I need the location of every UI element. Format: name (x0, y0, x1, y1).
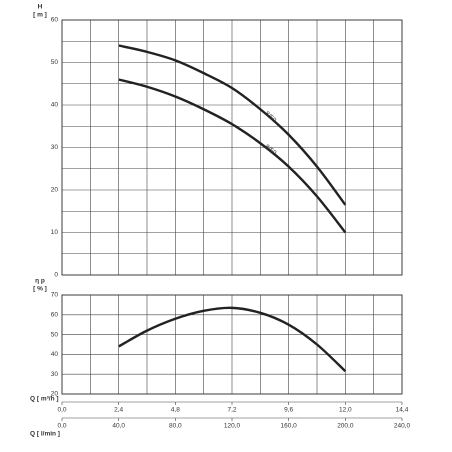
y-axis-label: H (38, 4, 43, 11)
y-tick-label: 50 (51, 331, 59, 338)
y-tick-label: 60 (51, 312, 59, 319)
plot-frame (61, 294, 403, 395)
x-axis-label: Q [ m³/h ] (30, 396, 59, 403)
x-tick-label: 9,6 (284, 407, 293, 414)
y-axis-unit: [ % ] (33, 286, 47, 293)
x-tick-label: 14,4 (396, 407, 409, 414)
x-tick-label: 7,2 (227, 407, 236, 414)
x-tick-label: 12,0 (339, 407, 352, 414)
y-tick-label: 40 (51, 102, 59, 109)
y-tick-label: 50 (51, 59, 59, 66)
y-axis-unit: [ m ] (33, 12, 47, 19)
curve (118, 78, 347, 234)
y-tick-label: 40 (51, 351, 59, 358)
y-tick-label: 20 (51, 187, 59, 194)
y-tick-label: 0 (54, 272, 58, 279)
x2-tick-label: 160,0 (281, 423, 298, 430)
plot-frame (61, 19, 403, 276)
x2-axis-label: Q [ l/min ] (30, 431, 60, 438)
x-tick-label: 4,8 (171, 407, 180, 414)
curve (118, 44, 347, 206)
x2-tick-label: 0,0 (57, 423, 66, 430)
y-tick-label: 30 (51, 371, 59, 378)
y-axis-label: η p (35, 278, 45, 285)
x-tick-label: 0,0 (57, 407, 66, 414)
x2-tick-label: 120,0 (224, 423, 241, 430)
y-tick-label: 70 (51, 292, 59, 299)
x2-tick-label: 40,0 (112, 423, 125, 430)
x2-tick-label: 240,0 (394, 423, 411, 430)
x2-tick-label: 200,0 (337, 423, 354, 430)
x2-tick-label: 80,0 (169, 423, 182, 430)
y-tick-label: 60 (51, 17, 59, 24)
y-tick-label: 10 (51, 229, 59, 236)
y-tick-label: 20 (51, 391, 59, 398)
x-tick-label: 2,4 (114, 407, 123, 414)
y-tick-label: 30 (51, 144, 59, 151)
curve (118, 306, 347, 373)
